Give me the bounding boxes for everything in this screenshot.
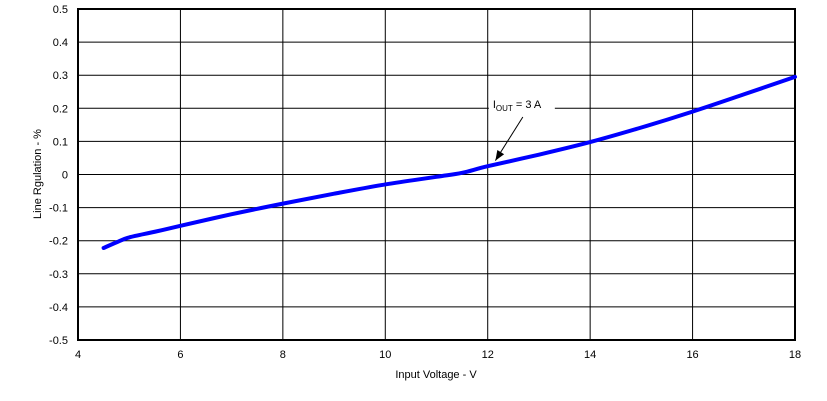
x-tick-label: 14 xyxy=(584,349,596,361)
y-tick-label: 0.5 xyxy=(53,4,68,16)
y-tick-label: -0.1 xyxy=(49,203,68,215)
y-tick-label: -0.2 xyxy=(49,236,68,248)
series-line xyxy=(101,74,797,250)
annotation: IOUT = 3 A xyxy=(493,99,542,161)
x-tick-label: 8 xyxy=(280,349,286,361)
x-tick-label: 4 xyxy=(75,349,81,361)
annotation-background xyxy=(488,91,555,114)
plot-border xyxy=(77,8,796,341)
y-axis-label: Line Rgulation - % xyxy=(32,129,44,219)
grid-lines xyxy=(78,9,795,340)
y-tick-label: 0.2 xyxy=(53,103,68,115)
x-tick-label: 18 xyxy=(789,349,801,361)
annotation-label: IOUT = 3 A xyxy=(493,99,542,113)
x-axis-label: Input Voltage - V xyxy=(395,369,477,381)
x-tick-label: 16 xyxy=(686,349,698,361)
x-tick-label: 12 xyxy=(482,349,494,361)
y-tick-label: -0.5 xyxy=(49,335,68,347)
y-tick-label: 0.4 xyxy=(53,37,68,49)
data-series xyxy=(101,74,797,250)
y-tick-label: -0.4 xyxy=(49,302,68,314)
x-tick-label: 6 xyxy=(177,349,183,361)
y-tick-label: 0.3 xyxy=(53,70,68,82)
annotation-arrowhead-icon xyxy=(495,149,505,161)
y-tick-label: 0.1 xyxy=(53,136,68,148)
y-tick-label: 0 xyxy=(62,170,68,182)
y-tick-label: -0.3 xyxy=(49,269,68,281)
x-tick-label: 10 xyxy=(379,349,391,361)
plot-frame xyxy=(77,8,796,341)
y-axis-ticks: -0.5 -0.4 -0.3 -0.2 -0.1 0 0.1 0.2 0.3 0.4 0.5 xyxy=(49,4,68,347)
annotation-box xyxy=(488,91,555,114)
x-axis-ticks: 4 6 8 10 12 14 16 18 xyxy=(75,349,801,361)
